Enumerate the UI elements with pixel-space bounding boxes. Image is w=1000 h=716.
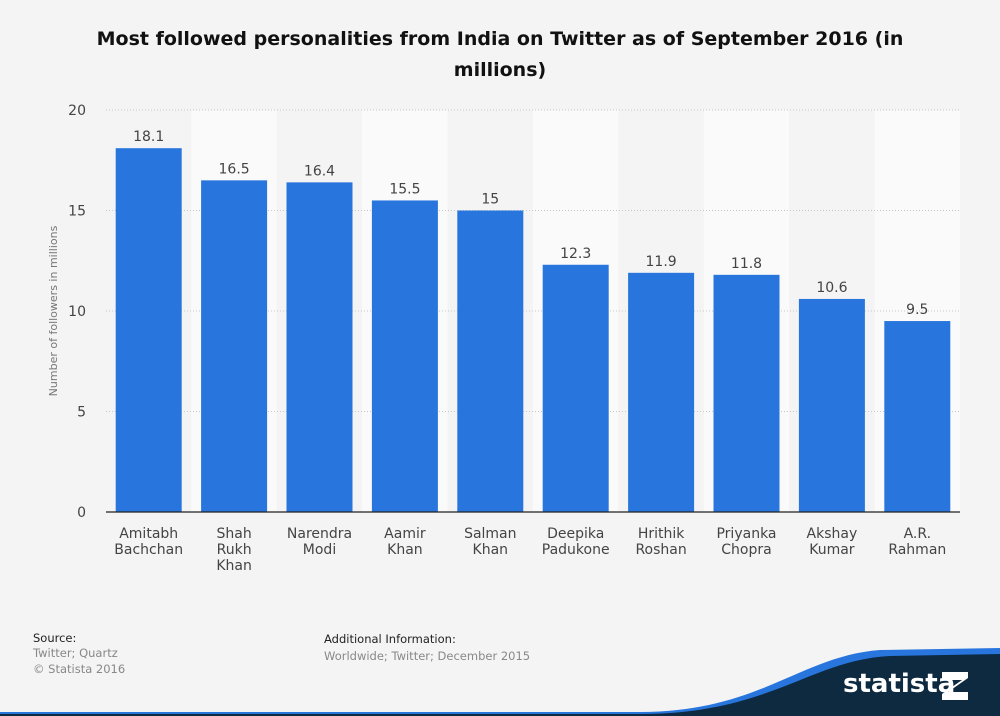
logo-text: statista: [843, 669, 955, 699]
x-tick-label: Narendra Modi: [287, 526, 352, 558]
y-tick-label: 20: [68, 103, 86, 119]
source-label: Source:: [33, 631, 77, 645]
bar: [542, 264, 609, 512]
x-tick-label: Hrithik Roshan: [635, 526, 686, 558]
bar-chart: 0 5 10 15 20 Number of followers in millions 1…: [47, 103, 960, 574]
x-tick-label: Shah Rukh Khan: [216, 526, 252, 574]
bar: [884, 321, 951, 512]
chart-title: Most followed personalities from India o…: [96, 28, 904, 81]
data-label: 16.5: [219, 161, 250, 177]
x-tick-label: Amitabh Bachchan: [114, 526, 183, 558]
bar: [115, 148, 182, 512]
y-tick-label: 0: [77, 505, 86, 521]
y-tick-label: 5: [77, 405, 86, 421]
y-axis-label: Number of followers in millions: [47, 225, 60, 396]
data-label: 9.5: [906, 302, 928, 318]
x-tick-label: Deepika Padukone: [542, 526, 610, 558]
bar: [286, 182, 353, 513]
data-label: 10.6: [816, 280, 847, 296]
data-label: 15.5: [389, 181, 420, 197]
data-label: 12.3: [560, 246, 591, 262]
x-tick-label: Akshay Kumar: [807, 526, 858, 558]
y-tick-label: 10: [68, 304, 86, 320]
bar: [628, 272, 695, 512]
source-line: Twitter; Quartz: [33, 646, 118, 660]
bar: [798, 298, 865, 512]
additional-info-text: Worldwide; Twitter; December 2015: [324, 649, 531, 663]
data-label: 11.9: [646, 254, 677, 270]
x-tick-label: Aamir Khan: [384, 526, 426, 558]
data-label: 15: [481, 192, 499, 208]
bar: [457, 210, 524, 512]
logo-mark-icon: [942, 672, 968, 700]
x-tick-label: A.R. Rahman: [888, 526, 946, 558]
statista-logo: statista: [0, 648, 1000, 716]
data-label: 16.4: [304, 163, 335, 179]
x-tick-label: Priyanka Chopra: [716, 526, 776, 558]
bar: [371, 200, 438, 512]
bar: [713, 274, 780, 512]
x-tick-label: Salman Khan: [464, 526, 516, 558]
additional-info-label: Additional Information:: [324, 632, 456, 646]
bar: [201, 180, 268, 512]
data-label: 11.8: [731, 256, 762, 272]
y-tick-label: 15: [68, 204, 86, 220]
data-label: 18.1: [133, 129, 164, 145]
source-block: Source: Twitter; Quartz © Statista 2016: [33, 631, 125, 677]
copyright: © Statista 2016: [33, 662, 126, 676]
additional-info-block: Additional Information: Worldwide; Twitt…: [324, 632, 530, 664]
